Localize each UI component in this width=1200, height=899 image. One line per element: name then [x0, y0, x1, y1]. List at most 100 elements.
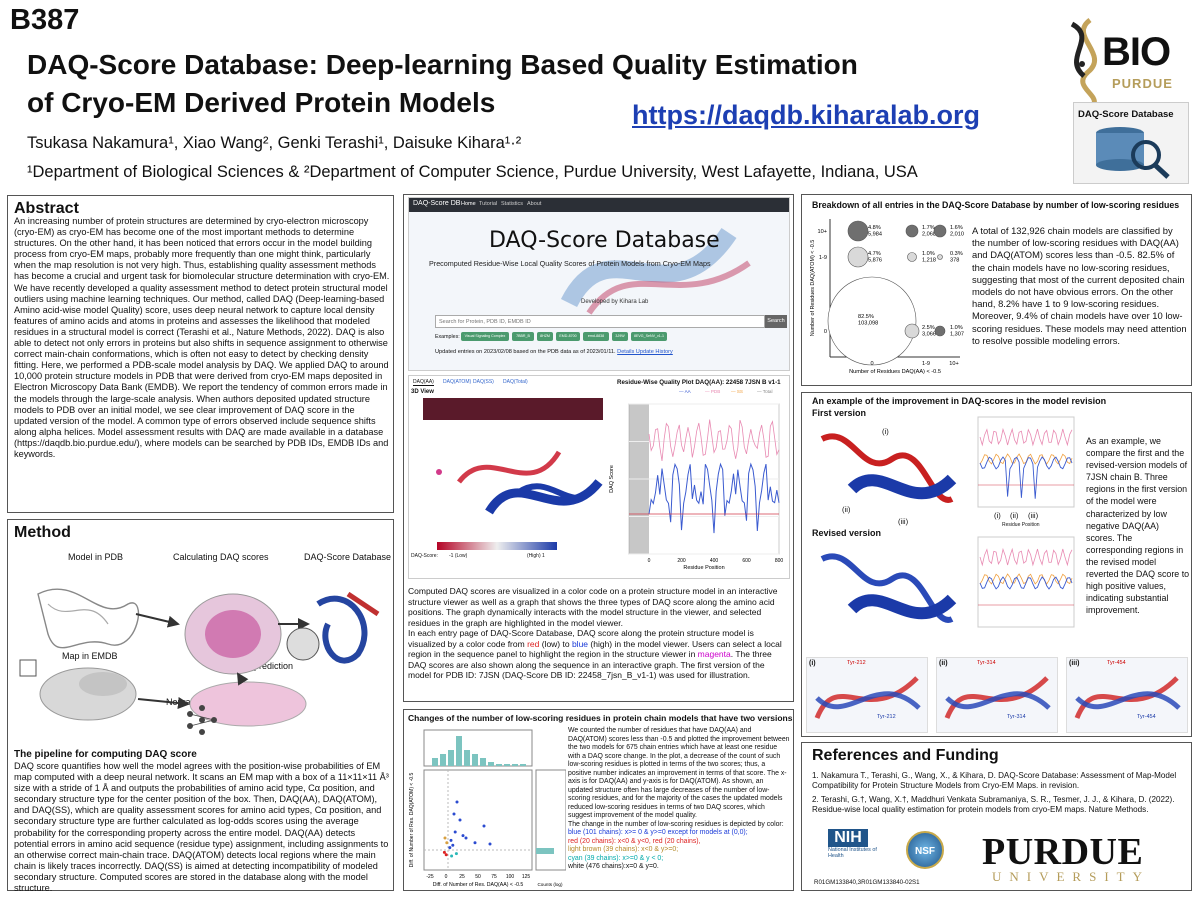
colorbar-low: -1 (Low) [449, 553, 468, 559]
example-chip[interactable]: EMD-8700 [556, 332, 580, 341]
site-search-input[interactable] [435, 315, 765, 328]
caption-p2a: In each entry page of DAQ-Score Database… [408, 628, 754, 649]
pipeline-text: DAQ score quantifies how well the model … [14, 761, 389, 894]
x-tick-label: 0 [648, 558, 651, 564]
bubble-count: 103,098 [858, 321, 878, 327]
first-label-ii: (ii) [842, 505, 851, 514]
y-tick-label: 1-9 [819, 255, 827, 261]
nih-logo: NIH National Institutes of Health [828, 829, 884, 869]
bubble [905, 224, 919, 238]
zoom-label: (i) [809, 660, 816, 667]
first-label-iii: (iii) [898, 517, 909, 526]
caption-p2b: (low) to [539, 638, 572, 649]
revised-version-plot [977, 536, 1075, 628]
scatter-point [454, 852, 458, 856]
affiliations: ¹Department of Biological Sciences & ²De… [27, 163, 918, 181]
references-panel: References and Funding 1. Nakamura T., T… [801, 742, 1192, 891]
emdb-map-image [39, 667, 137, 721]
sequence-panel[interactable] [423, 398, 603, 420]
first-plot-i: (i) [994, 511, 1001, 520]
example-chip[interactable]: Visual Signaling Complex [461, 332, 509, 341]
viewer-tab[interactable]: DAQ(ATOM) [443, 379, 472, 385]
scatter-point [488, 842, 492, 846]
plot-legend-item[interactable]: — SS [731, 389, 743, 394]
zoom-label: (ii) [939, 660, 948, 667]
daq-line-plot[interactable]: 0 200 400 600 800 Residue Position DAQ Score [607, 400, 787, 570]
zoom-panel: (iii) Tyr-454 Tyr-454 [1066, 657, 1188, 733]
counts-label: Counts (log) [537, 882, 562, 887]
bubble-count: 1,307 [950, 332, 964, 338]
histogram-bar [504, 764, 510, 766]
nav-brand[interactable]: DAQ-Score DB [413, 200, 461, 207]
first-plot-ii: (ii) [1010, 511, 1019, 520]
example-chip[interactable]: emd-8838 [583, 332, 609, 341]
residue-label: Tyr-314 [1007, 714, 1026, 720]
scatter-point [464, 836, 468, 840]
site-search-button[interactable]: Search [765, 315, 787, 328]
bio-helix-icon [1070, 17, 1097, 105]
x-axis-label: Diff. of Number of Res. DAQ(AA) < -0.5 [433, 882, 524, 888]
nav-about[interactable]: About [527, 201, 542, 207]
label-model-pdb: Model in PDB [68, 552, 124, 562]
x-tick-label: 0 [445, 874, 448, 880]
pipeline-heading: The pipeline for computing DAQ score [14, 749, 197, 760]
x-tick-label: -25 [426, 874, 433, 880]
viewer-tabs: DAQ(AA) DAQ(ATOM) DAQ(SS) DAQ(Total) [413, 379, 613, 389]
bubble [937, 254, 943, 260]
bubble-count: 5,876 [868, 258, 882, 264]
details-link[interactable]: Details Update History [617, 349, 673, 355]
scatter-point [482, 824, 486, 828]
title-line1: DAQ-Score Database: Deep-learning Based … [27, 49, 858, 80]
zoom-panel: (ii) Tyr-314 Tyr-314 [936, 657, 1058, 733]
example-chip[interactable]: 7BBR_B [512, 332, 534, 341]
structure-viewer[interactable] [429, 422, 609, 542]
scatter-point [458, 818, 462, 822]
first-label-i: (i) [882, 427, 889, 436]
authors: Tsukasa Nakamura¹, Xiao Wang², Genki Ter… [27, 134, 522, 152]
x-tick-label: 0 [870, 361, 873, 367]
y-axis-label: Number of Residues DAQ(ATOM) < -0.5 [810, 240, 816, 336]
breakdown-panel: Breakdown of all entries in the DAQ-Scor… [801, 194, 1192, 386]
changes-heading: Changes of the number of low-scoring res… [408, 713, 793, 723]
abstract-heading: Abstract [14, 200, 79, 217]
example-chip[interactable]: 3J9W [612, 332, 628, 341]
view-label: 3D View [411, 389, 434, 395]
x-tick-label: 200 [677, 558, 686, 564]
caption-paragraph2: In each entry page of DAQ-Score Database… [408, 628, 790, 681]
caption-red: red [527, 638, 540, 649]
nav-statistics[interactable]: Statistics [501, 201, 524, 207]
plot-line [979, 576, 1073, 590]
histogram-bar [496, 764, 502, 766]
example-chips: Visual Signaling Complex 7BBR_B 8HZM EMD-87… [461, 332, 781, 342]
viewer-tab[interactable]: DAQ(Total) [503, 379, 528, 385]
updated-text: Updated entries on 2023/02/08 based on t… [435, 349, 616, 355]
example-chip[interactable]: 8EVG_SeNV_v1-1 [631, 332, 667, 341]
project-url[interactable]: https://daqdb.kiharalab.org [632, 100, 981, 130]
breakdown-heading: Breakdown of all entries in the DAQ-Scor… [812, 200, 1180, 210]
abstract-panel: Abstract An increasing number of protein… [7, 195, 394, 513]
example-heading: An example of the improvement in DAQ-sco… [812, 396, 1107, 406]
purdue-logo-text: PURDUE [1112, 76, 1173, 91]
first-version-label: First version [812, 408, 867, 418]
label-aa: AA prediction [240, 661, 294, 671]
scatter-point [473, 841, 477, 845]
bubble-count: 3,066 [922, 332, 936, 338]
changes-brown: light brown (39 chains): x<0 & y>=0; [568, 846, 679, 853]
histogram-bar [520, 764, 526, 766]
plot-legend-item[interactable]: — PDB [705, 389, 721, 394]
viewer-tab[interactable]: DAQ(SS) [473, 379, 494, 385]
scatter-point [442, 850, 446, 854]
viewer-tab[interactable]: DAQ(AA) [413, 379, 434, 386]
plot-legend-item[interactable]: — Total [757, 389, 773, 394]
x-tick-label: 125 [522, 874, 531, 880]
examples-label: Examples: [435, 334, 460, 340]
plot-title: Residue-Wise Quality Plot DAQ(AA): 22458… [617, 379, 781, 386]
nsf-logo: NSF [906, 831, 944, 869]
x-axis-label: Number of Residues DAQ(AA) < -0.5 [849, 369, 941, 375]
breakdown-text: A total of 132,926 chain models are clas… [972, 225, 1187, 346]
nav-tutorial[interactable]: Tutorial [479, 201, 498, 207]
example-chip[interactable]: 8HZM [537, 332, 553, 341]
website-panel: DAQ-Score DB Home Tutorial Statistics Ab… [403, 194, 794, 702]
plot-legend-item[interactable]: — AA [679, 389, 691, 394]
nav-home[interactable]: Home [461, 201, 476, 207]
